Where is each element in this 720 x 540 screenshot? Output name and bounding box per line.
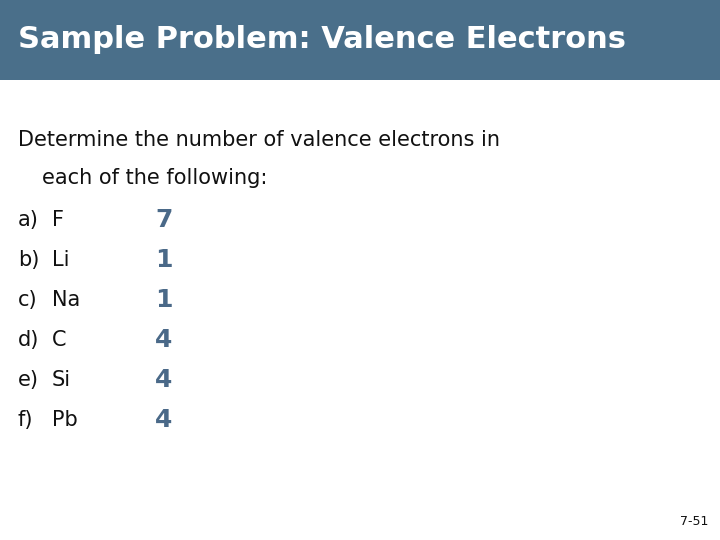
Text: Na: Na	[52, 290, 80, 310]
Text: 7: 7	[155, 208, 172, 232]
Text: Determine the number of valence electrons in: Determine the number of valence electron…	[18, 130, 500, 150]
Text: a): a)	[18, 210, 39, 230]
Text: Pb: Pb	[52, 410, 78, 430]
Text: 1: 1	[155, 248, 173, 272]
Text: Li: Li	[52, 250, 70, 270]
Text: 4: 4	[155, 408, 172, 432]
Text: d): d)	[18, 330, 40, 350]
Text: Sample Problem: Valence Electrons: Sample Problem: Valence Electrons	[18, 25, 626, 55]
Text: b): b)	[18, 250, 40, 270]
Text: F: F	[52, 210, 64, 230]
Text: f): f)	[18, 410, 34, 430]
Text: Si: Si	[52, 370, 71, 390]
Text: e): e)	[18, 370, 39, 390]
FancyBboxPatch shape	[0, 0, 720, 80]
Text: C: C	[52, 330, 66, 350]
Text: c): c)	[18, 290, 37, 310]
Text: each of the following:: each of the following:	[42, 168, 267, 188]
Text: 4: 4	[155, 328, 172, 352]
Text: 1: 1	[155, 288, 173, 312]
Text: 4: 4	[155, 368, 172, 392]
Text: 7-51: 7-51	[680, 515, 708, 528]
